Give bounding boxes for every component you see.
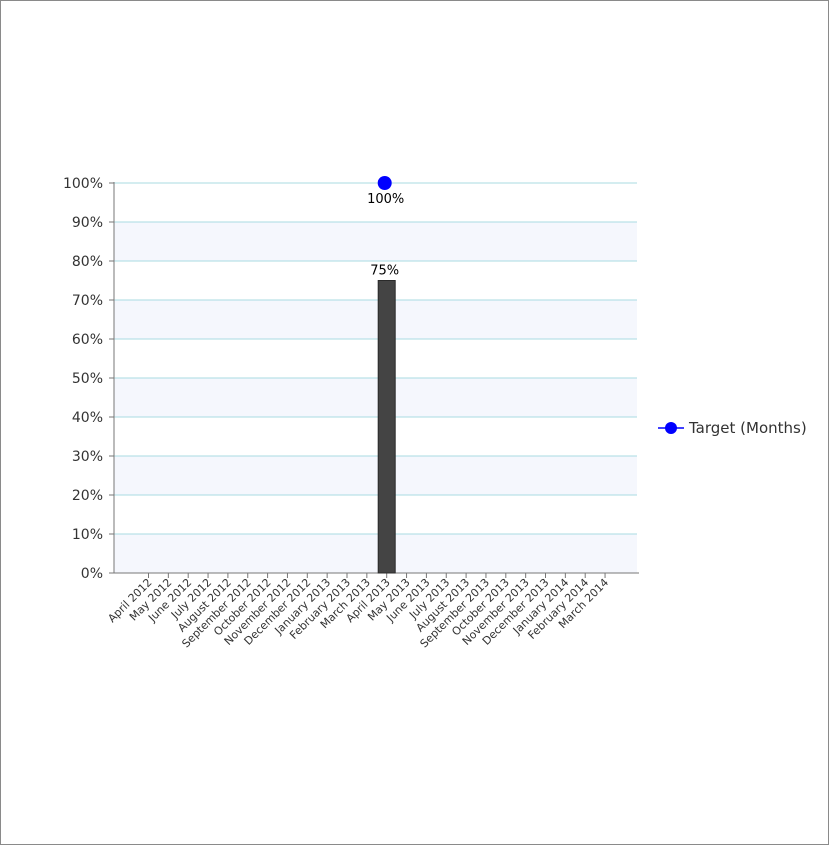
y-tick-label: 70% xyxy=(72,293,103,309)
y-tick-label: 80% xyxy=(72,254,103,270)
plot-band xyxy=(114,378,637,417)
plot-band xyxy=(114,261,637,300)
target-data-label: 100% xyxy=(367,192,404,207)
plot-band xyxy=(114,456,637,495)
y-tick-label: 20% xyxy=(72,488,103,504)
y-tick-label: 90% xyxy=(72,215,103,231)
y-tick-label: 50% xyxy=(72,371,103,387)
plot-band xyxy=(114,417,637,456)
plot-band xyxy=(114,339,637,378)
y-tick-label: 10% xyxy=(72,527,103,543)
y-tick-label: 30% xyxy=(72,449,103,465)
y-tick-label: 0% xyxy=(81,566,103,582)
legend-label: Target (Months) xyxy=(688,419,807,437)
bar xyxy=(377,280,396,574)
bar-data-label: 75% xyxy=(370,264,399,279)
legend-marker xyxy=(665,422,677,434)
plot-band xyxy=(114,534,637,573)
y-tick-label: 100% xyxy=(63,176,103,192)
plot-band xyxy=(114,183,637,222)
plot-band xyxy=(114,300,637,339)
y-axis-title: Percentage of children who run away from… xyxy=(34,88,52,767)
plot-band xyxy=(114,495,637,534)
plot-band xyxy=(114,222,637,261)
target-point xyxy=(377,176,392,190)
y-tick-label: 60% xyxy=(72,332,103,348)
y-tick-label: 40% xyxy=(72,410,103,426)
